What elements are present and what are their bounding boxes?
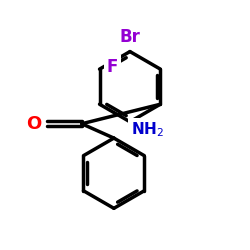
Text: F: F	[107, 58, 118, 76]
Text: NH$_2$: NH$_2$	[130, 120, 164, 139]
Text: O: O	[26, 115, 41, 133]
Text: F: F	[107, 58, 118, 76]
Text: NH$_2$: NH$_2$	[130, 120, 164, 139]
Text: Br: Br	[120, 28, 141, 46]
Text: O: O	[26, 115, 41, 133]
Text: Br: Br	[120, 28, 141, 46]
